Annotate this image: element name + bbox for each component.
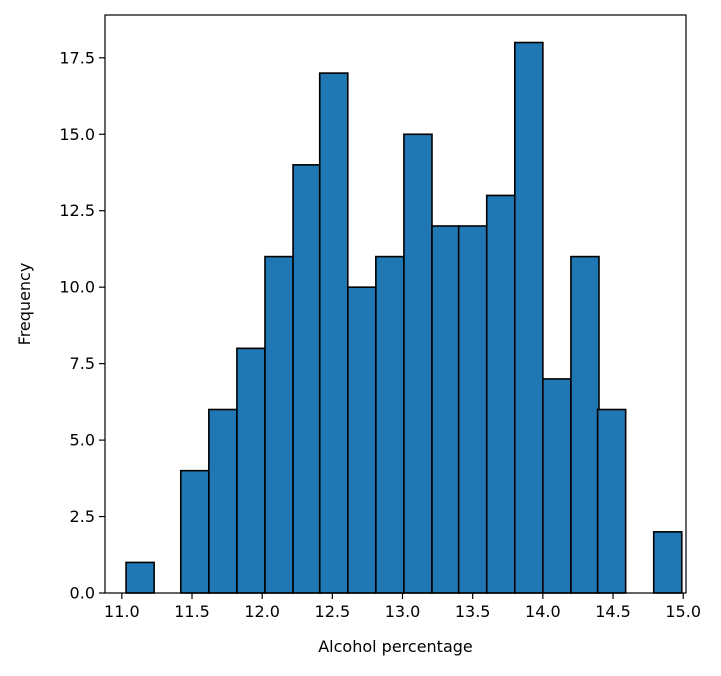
x-tick-label: 11.0 xyxy=(104,602,140,621)
x-tick-label: 13.0 xyxy=(385,602,421,621)
x-tick-label: 15.0 xyxy=(665,602,701,621)
y-tick-label: 12.5 xyxy=(59,201,95,220)
histogram-bar xyxy=(513,41,544,594)
histogram-bar xyxy=(431,225,461,594)
x-tick-label: 12.0 xyxy=(244,602,280,621)
histogram-bar xyxy=(485,194,516,594)
x-axis: 11.0 11.5 12.0 12.5 13.0 13.5 14.0 14.5 15.0 xyxy=(104,593,701,621)
y-tick-label: 5.0 xyxy=(70,431,95,450)
x-tick-label: 14.0 xyxy=(525,602,561,621)
histogram-bar xyxy=(570,255,600,594)
histogram-bar xyxy=(375,255,405,594)
histogram-bar xyxy=(346,286,377,594)
histogram-bar xyxy=(403,133,433,594)
histogram-bar xyxy=(264,255,294,594)
x-axis-label: Alcohol percentage xyxy=(318,637,473,656)
x-tick-label: 12.5 xyxy=(315,602,351,621)
histogram-bar xyxy=(125,561,155,594)
x-tick-label: 11.5 xyxy=(174,602,210,621)
y-tick-label: 10.0 xyxy=(59,278,95,297)
y-axis: 0.0 2.5 5.0 7.5 10.0 12.5 15.0 17.5 xyxy=(59,48,105,603)
histogram-bar xyxy=(318,72,349,594)
histogram-bar xyxy=(179,469,210,594)
plot-frame xyxy=(104,14,687,594)
histogram-bar xyxy=(292,164,322,594)
x-tick-label: 14.5 xyxy=(595,602,631,621)
histogram-bar xyxy=(652,531,683,594)
y-tick-label: 17.5 xyxy=(59,48,95,67)
histogram-bar xyxy=(596,408,627,594)
y-tick-label: 15.0 xyxy=(59,125,95,144)
x-tick-label: 13.5 xyxy=(455,602,491,621)
y-tick-label: 2.5 xyxy=(70,507,95,526)
histogram-bar xyxy=(236,347,266,594)
bars-layer xyxy=(125,41,683,594)
y-axis-label: Frequency xyxy=(15,263,34,346)
y-tick-label: 7.5 xyxy=(70,354,95,373)
histogram-bar xyxy=(208,408,238,594)
histogram-bar xyxy=(457,225,488,594)
y-tick-label: 0.0 xyxy=(70,584,95,603)
histogram-bar xyxy=(542,378,572,594)
